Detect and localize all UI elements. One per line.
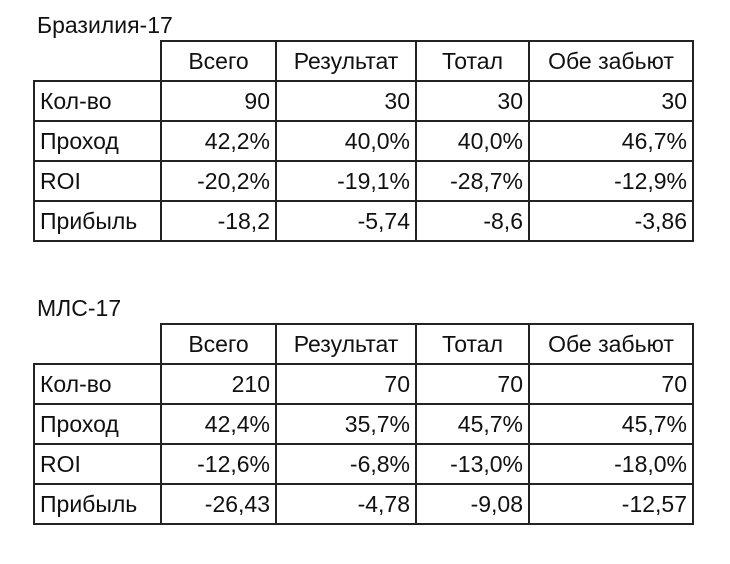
row-label: Кол-во bbox=[33, 363, 162, 405]
header-cell: Результат bbox=[275, 40, 417, 82]
value-cell: 30 bbox=[528, 80, 694, 122]
value-cell: -12,6% bbox=[160, 443, 277, 485]
data-row: Прибыль -26,43 -4,78 -9,08 -12,57 bbox=[33, 483, 694, 525]
value-cell: -9,08 bbox=[415, 483, 530, 525]
row-label: Прибыль bbox=[33, 483, 162, 525]
row-label: Кол-во bbox=[33, 80, 162, 122]
value-cell: -3,86 bbox=[528, 200, 694, 242]
value-cell: 70 bbox=[275, 363, 417, 405]
header-cell: Результат bbox=[275, 323, 417, 365]
value-cell: 40,0% bbox=[415, 120, 530, 162]
value-cell: 42,2% bbox=[160, 120, 277, 162]
value-cell: -18,2 bbox=[160, 200, 277, 242]
data-row: ROI -20,2% -19,1% -28,7% -12,9% bbox=[33, 160, 694, 202]
value-cell: 30 bbox=[275, 80, 417, 122]
value-cell: 46,7% bbox=[528, 120, 694, 162]
value-cell: -6,8% bbox=[275, 443, 417, 485]
corner-cell bbox=[34, 324, 162, 365]
row-label: Проход bbox=[33, 120, 162, 162]
table-title: Бразилия-17 bbox=[37, 12, 173, 38]
row-label: Проход bbox=[33, 403, 162, 445]
value-cell: -12,9% bbox=[528, 160, 694, 202]
header-cell: Тотал bbox=[415, 40, 530, 82]
value-cell: 42,4% bbox=[160, 403, 277, 445]
data-row: Кол-во 210 70 70 70 bbox=[33, 363, 694, 405]
value-cell: 90 bbox=[160, 80, 277, 122]
row-label: ROI bbox=[33, 160, 162, 202]
value-cell: -4,78 bbox=[275, 483, 417, 525]
header-row: Всего Результат Тотал Обе забьют bbox=[34, 323, 694, 365]
header-cell: Всего bbox=[160, 40, 277, 82]
data-table: Всего Результат Тотал Обе забьют Кол-во 210 70… bbox=[33, 323, 694, 525]
value-cell: -8,6 bbox=[415, 200, 530, 242]
table-block: Бразилия-17 Всего Результат Тотал Обе забьют… bbox=[33, 10, 694, 242]
value-cell: 70 bbox=[528, 363, 694, 405]
header-cell: Всего bbox=[160, 323, 277, 365]
value-cell: 40,0% bbox=[275, 120, 417, 162]
data-row: ROI -12,6% -6,8% -13,0% -18,0% bbox=[33, 443, 694, 485]
header-row: Всего Результат Тотал Обе забьют bbox=[34, 40, 694, 82]
value-cell: 70 bbox=[415, 363, 530, 405]
header-cell: Обе забьют bbox=[528, 40, 694, 82]
value-cell: -18,0% bbox=[528, 443, 694, 485]
value-cell: -20,2% bbox=[160, 160, 277, 202]
data-row: Кол-во 90 30 30 30 bbox=[33, 80, 694, 122]
header-cell: Тотал bbox=[415, 323, 530, 365]
value-cell: 45,7% bbox=[415, 403, 530, 445]
value-cell: 210 bbox=[160, 363, 277, 405]
value-cell: -12,57 bbox=[528, 483, 694, 525]
value-cell: 35,7% bbox=[275, 403, 417, 445]
value-cell: -5,74 bbox=[275, 200, 417, 242]
data-table: Всего Результат Тотал Обе забьют Кол-во 90 30 3… bbox=[33, 40, 694, 242]
header-cell: Обе забьют bbox=[528, 323, 694, 365]
value-cell: 45,7% bbox=[528, 403, 694, 445]
table-title: МЛС-17 bbox=[37, 295, 122, 321]
data-row: Прибыль -18,2 -5,74 -8,6 -3,86 bbox=[33, 200, 694, 242]
value-cell: -28,7% bbox=[415, 160, 530, 202]
value-cell: -26,43 bbox=[160, 483, 277, 525]
value-cell: -19,1% bbox=[275, 160, 417, 202]
value-cell: 30 bbox=[415, 80, 530, 122]
table-block: МЛС-17 Всего Результат Тотал Обе забьют Кол-в… bbox=[33, 293, 694, 525]
row-label: ROI bbox=[33, 443, 162, 485]
value-cell: -13,0% bbox=[415, 443, 530, 485]
data-row: Проход 42,2% 40,0% 40,0% 46,7% bbox=[33, 120, 694, 162]
corner-cell bbox=[34, 41, 162, 82]
row-label: Прибыль bbox=[33, 200, 162, 242]
data-row: Проход 42,4% 35,7% 45,7% 45,7% bbox=[33, 403, 694, 445]
